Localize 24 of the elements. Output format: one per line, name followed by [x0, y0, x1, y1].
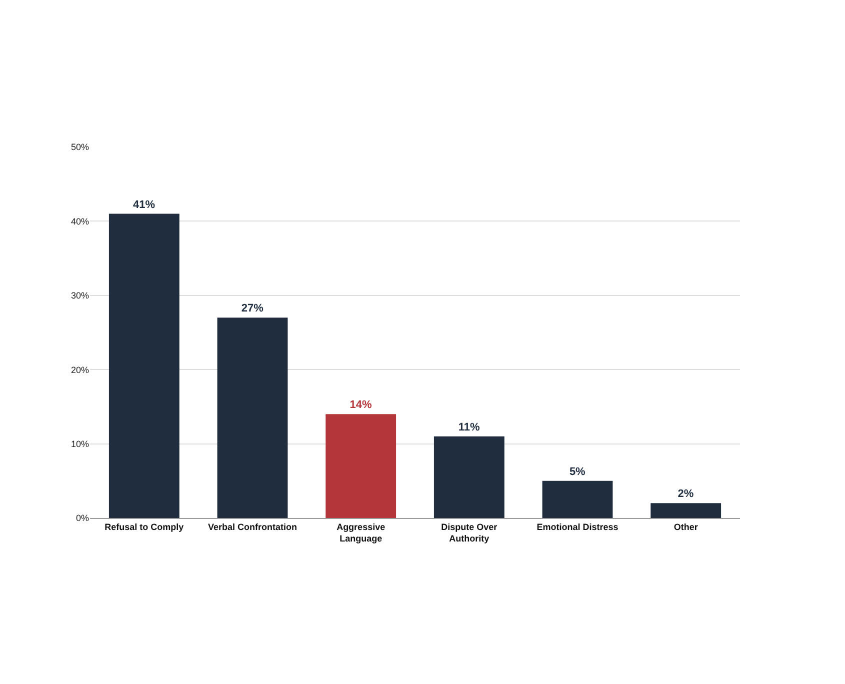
data-label: 41% — [133, 198, 156, 211]
bar — [542, 480, 613, 518]
data-label: 2% — [678, 488, 694, 500]
bar — [217, 318, 288, 518]
y-tick-label: 40% — [70, 216, 89, 226]
x-tick-label: Emotional Distress — [536, 522, 618, 532]
data-label: 27% — [241, 302, 264, 315]
bar — [326, 414, 396, 518]
x-tick-label: Refusal to Comply — [104, 522, 184, 532]
data-label: 11% — [458, 421, 480, 434]
y-tick-label: 50% — [70, 142, 89, 152]
y-tick-label: 30% — [70, 290, 89, 301]
y-tick-label: 0% — [76, 513, 89, 524]
x-tick-label: Aggressive Language — [336, 522, 386, 544]
bar — [650, 503, 722, 518]
data-label: 14% — [350, 399, 372, 412]
y-tick-label: 20% — [70, 364, 89, 375]
data-label: 5% — [569, 466, 586, 478]
x-tick-label: Verbal Confrontation — [208, 522, 298, 532]
bar — [434, 436, 504, 518]
x-tick-label: Dispute Over Authority — [441, 522, 498, 544]
x-tick-label: Other — [674, 522, 698, 532]
y-tick-label: 10% — [70, 438, 89, 449]
bar — [108, 214, 180, 518]
